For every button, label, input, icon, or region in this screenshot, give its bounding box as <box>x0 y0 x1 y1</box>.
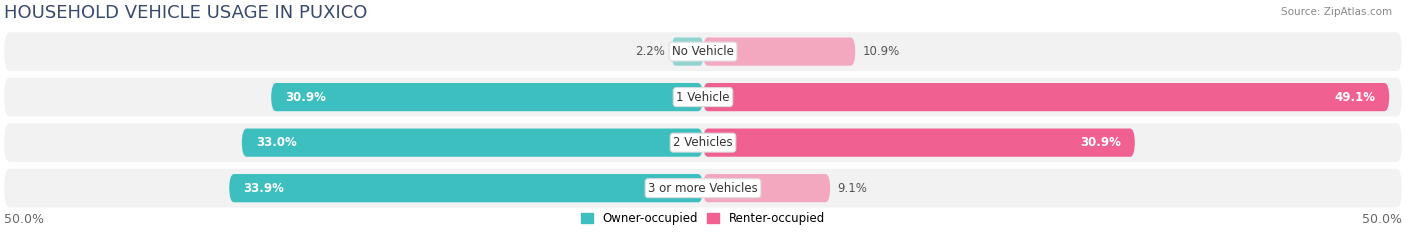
FancyBboxPatch shape <box>242 129 703 157</box>
Text: 2 Vehicles: 2 Vehicles <box>673 136 733 149</box>
FancyBboxPatch shape <box>672 38 703 66</box>
Text: 33.9%: 33.9% <box>243 182 284 195</box>
FancyBboxPatch shape <box>271 83 703 111</box>
Text: 30.9%: 30.9% <box>1080 136 1121 149</box>
Text: Source: ZipAtlas.com: Source: ZipAtlas.com <box>1281 7 1392 17</box>
FancyBboxPatch shape <box>703 38 855 66</box>
FancyBboxPatch shape <box>4 32 1402 71</box>
Text: 50.0%: 50.0% <box>1362 213 1402 226</box>
Legend: Owner-occupied, Renter-occupied: Owner-occupied, Renter-occupied <box>576 207 830 230</box>
FancyBboxPatch shape <box>4 123 1402 162</box>
FancyBboxPatch shape <box>703 174 830 202</box>
Text: 1 Vehicle: 1 Vehicle <box>676 91 730 104</box>
Text: 3 or more Vehicles: 3 or more Vehicles <box>648 182 758 195</box>
FancyBboxPatch shape <box>4 169 1402 208</box>
Text: 50.0%: 50.0% <box>4 213 44 226</box>
Text: 9.1%: 9.1% <box>837 182 868 195</box>
FancyBboxPatch shape <box>703 129 1135 157</box>
Text: 30.9%: 30.9% <box>285 91 326 104</box>
Text: No Vehicle: No Vehicle <box>672 45 734 58</box>
Text: HOUSEHOLD VEHICLE USAGE IN PUXICO: HOUSEHOLD VEHICLE USAGE IN PUXICO <box>4 4 367 22</box>
Text: 10.9%: 10.9% <box>862 45 900 58</box>
Text: 33.0%: 33.0% <box>256 136 297 149</box>
FancyBboxPatch shape <box>4 78 1402 116</box>
Text: 2.2%: 2.2% <box>636 45 665 58</box>
FancyBboxPatch shape <box>229 174 703 202</box>
FancyBboxPatch shape <box>703 83 1389 111</box>
Text: 49.1%: 49.1% <box>1334 91 1375 104</box>
